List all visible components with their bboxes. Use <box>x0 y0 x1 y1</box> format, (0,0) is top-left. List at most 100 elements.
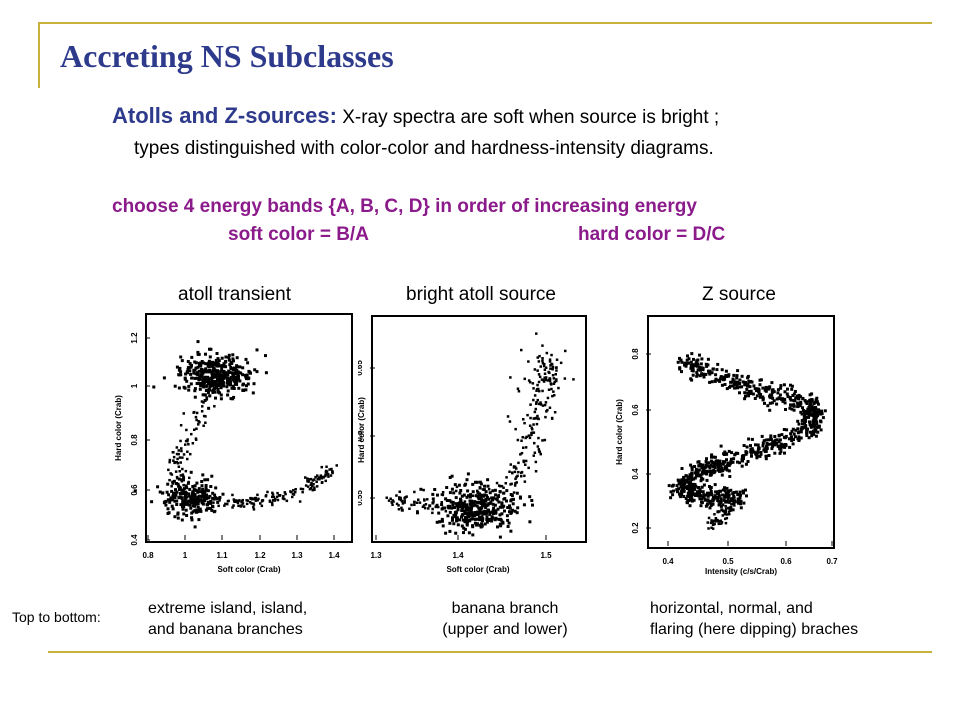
data-point <box>690 494 693 498</box>
data-point <box>476 510 479 513</box>
data-point <box>316 474 319 477</box>
data-point <box>681 488 685 492</box>
data-point <box>812 422 815 425</box>
data-point <box>543 403 547 407</box>
data-point <box>479 496 483 499</box>
data-point <box>443 506 447 510</box>
data-point <box>714 496 718 499</box>
data-point <box>186 440 189 443</box>
data-point <box>768 401 772 405</box>
data-point <box>200 369 204 373</box>
data-point <box>689 360 693 364</box>
data-point <box>555 379 558 383</box>
data-point <box>219 369 223 373</box>
data-point <box>555 366 558 369</box>
data-point <box>182 474 185 478</box>
data-point <box>797 435 801 439</box>
data-point <box>528 520 532 524</box>
caption-line: flaring (here dipping) braches <box>650 621 859 638</box>
data-point <box>683 363 686 367</box>
data-point <box>201 381 205 385</box>
data-point <box>776 388 780 392</box>
data-point <box>426 498 429 501</box>
data-point <box>201 487 205 491</box>
data-point <box>264 354 267 358</box>
data-point <box>453 506 456 509</box>
data-point <box>327 475 330 478</box>
data-point <box>770 381 774 385</box>
data-point <box>805 429 809 433</box>
data-point <box>205 493 208 497</box>
data-point <box>180 488 184 492</box>
data-point <box>187 384 191 388</box>
data-point <box>792 432 796 436</box>
data-point <box>239 371 243 375</box>
data-point <box>167 511 171 515</box>
data-point <box>705 469 709 473</box>
tick-label: 1.2 <box>254 551 266 560</box>
data-point <box>551 374 555 377</box>
data-point <box>482 512 486 516</box>
data-point <box>531 503 534 507</box>
data-point <box>485 520 489 524</box>
data-point <box>691 367 695 371</box>
data-point <box>677 479 681 483</box>
data-point <box>552 382 556 385</box>
data-point <box>260 504 264 508</box>
data-point <box>698 488 702 492</box>
data-point <box>209 380 213 384</box>
data-point <box>186 457 189 461</box>
data-point <box>228 363 232 367</box>
data-point <box>455 504 459 508</box>
data-point <box>170 504 174 508</box>
data-point <box>691 482 695 486</box>
data-point <box>537 380 541 384</box>
data-point <box>252 503 256 506</box>
data-point <box>775 397 779 401</box>
data-point <box>524 459 528 463</box>
data-point <box>451 503 455 507</box>
data-point <box>545 410 548 413</box>
data-point <box>531 382 535 385</box>
data-point <box>724 499 728 503</box>
data-point <box>810 408 814 412</box>
data-point <box>188 369 192 373</box>
data-point <box>722 510 726 513</box>
data-point <box>462 526 466 530</box>
data-point <box>207 496 211 500</box>
data-point <box>311 488 314 492</box>
data-point <box>294 490 297 494</box>
data-point <box>533 441 536 445</box>
data-point <box>744 381 747 384</box>
data-point <box>517 470 520 474</box>
data-point <box>473 521 477 525</box>
data-point <box>521 436 524 439</box>
data-point <box>281 497 285 500</box>
data-point <box>679 358 683 362</box>
data-point <box>789 403 792 407</box>
data-point <box>454 531 458 535</box>
tick-label: 0.7 <box>826 557 838 566</box>
data-point <box>682 475 686 479</box>
data-point <box>209 500 213 503</box>
data-point <box>727 493 731 497</box>
data-point <box>740 374 744 378</box>
data-point <box>232 359 235 363</box>
panel-label-bright-atoll: bright atoll source <box>406 284 556 305</box>
data-point <box>299 487 303 491</box>
data-point <box>807 413 811 417</box>
data-point <box>548 379 552 383</box>
data-point <box>729 507 733 511</box>
data-point <box>325 465 328 468</box>
data-point <box>506 518 510 522</box>
data-point <box>452 491 456 495</box>
data-point <box>723 489 727 493</box>
data-point <box>742 491 745 495</box>
data-point <box>685 480 689 484</box>
data-point <box>807 415 811 419</box>
data-point <box>210 474 214 478</box>
data-point <box>444 498 448 501</box>
data-point <box>797 430 801 434</box>
data-point <box>508 504 511 508</box>
data-point <box>206 489 210 493</box>
